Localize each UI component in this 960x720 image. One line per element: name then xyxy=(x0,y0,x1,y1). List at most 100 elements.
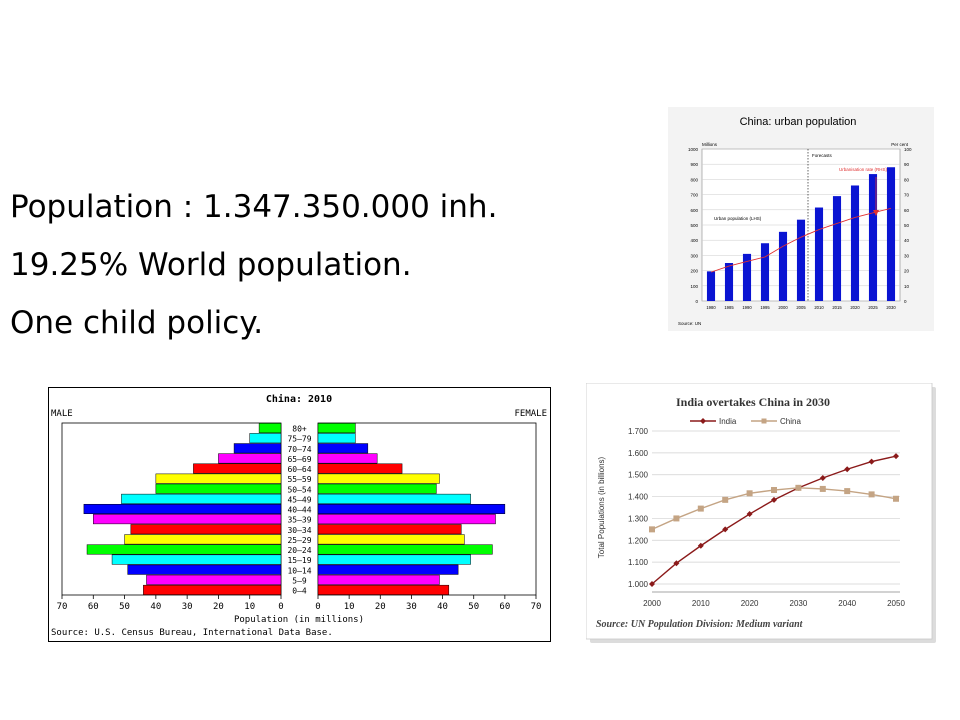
y-right-tick-label: 30 xyxy=(904,253,910,258)
female-x-tick-label: 50 xyxy=(468,602,479,612)
female-bar-40–44 xyxy=(317,503,506,515)
x-tick-label: 2020 xyxy=(850,305,860,310)
male-x-tick-label: 50 xyxy=(119,602,130,612)
y-axis-label: Millions xyxy=(702,142,718,147)
point-china xyxy=(697,505,704,512)
female-bar-50–54 xyxy=(317,483,437,494)
y-right-tick-label: 100 xyxy=(904,147,912,152)
y-tick-label: 1.000 xyxy=(628,580,649,589)
bar-2005 xyxy=(796,219,806,301)
slide-body-text: Population : 1.347.350.000 inh. 19.25% W… xyxy=(10,178,497,352)
y-tick-label: 0 xyxy=(695,299,698,304)
y-tick-label: 1.400 xyxy=(628,493,649,502)
y-right-tick-label: 0 xyxy=(904,299,907,304)
world-share-line: 19.25% World population. xyxy=(10,247,412,283)
y-right-tick-label: 90 xyxy=(904,162,910,167)
y-right-tick-label: 80 xyxy=(904,177,910,182)
y-tick-label: 1.500 xyxy=(628,471,649,480)
female-bar-80+ xyxy=(317,423,356,434)
female-bar-10–14 xyxy=(317,564,459,575)
chart-frame xyxy=(586,383,933,640)
female-bar-75–79 xyxy=(317,433,356,444)
y-right-tick-label: 60 xyxy=(904,208,910,213)
bar-1990 xyxy=(742,253,752,301)
female-bar-15–19 xyxy=(317,554,471,565)
age-label: 0–4 xyxy=(292,587,307,596)
x-axis-label: Population (in millions) xyxy=(234,615,364,625)
female-bar-60–64 xyxy=(317,463,403,474)
female-label: FEMALE xyxy=(514,409,547,419)
male-x-tick-label: 30 xyxy=(182,602,193,612)
y-tick-label: 500 xyxy=(690,223,698,228)
age-label: 75–79 xyxy=(287,435,311,444)
x-tick-label: 2000 xyxy=(643,599,661,608)
age-label: 40–44 xyxy=(287,506,311,515)
male-bar-5–9 xyxy=(146,574,282,585)
y-right-tick-label: 40 xyxy=(904,238,910,243)
male-bar-50–54 xyxy=(155,483,282,494)
male-bar-80+ xyxy=(258,423,282,434)
age-label: 35–39 xyxy=(287,516,311,525)
y-right-axis-label: Per cent xyxy=(891,142,909,147)
x-tick-label: 1985 xyxy=(724,305,734,310)
point-india xyxy=(673,560,680,567)
y-tick-label: 1.700 xyxy=(628,427,649,436)
male-bar-25–29 xyxy=(124,534,282,545)
bar-2030 xyxy=(886,167,896,301)
point-china xyxy=(722,496,729,503)
bar-2020 xyxy=(850,185,860,301)
female-bar-30–34 xyxy=(317,524,462,535)
point-india xyxy=(697,542,704,549)
male-x-tick-label: 40 xyxy=(150,602,161,612)
point-china xyxy=(795,484,802,491)
chart-source: Source: UN Population Division: Medium v… xyxy=(596,619,804,630)
male-bar-0–4 xyxy=(143,584,282,595)
series-label-urban-population: Urban population (LHS) xyxy=(714,216,762,221)
y-tick-label: 600 xyxy=(690,208,698,213)
x-tick-label: 2030 xyxy=(886,305,896,310)
point-india xyxy=(844,466,851,473)
age-label: 55–59 xyxy=(287,475,311,484)
chart-title: China: urban population xyxy=(740,116,857,128)
y-tick-label: 400 xyxy=(690,238,698,243)
x-tick-label: 1995 xyxy=(760,305,770,310)
y-right-tick-label: 70 xyxy=(904,193,910,198)
male-label: MALE xyxy=(51,409,73,419)
male-bar-20–24 xyxy=(86,544,282,555)
point-china xyxy=(868,491,875,498)
y-right-tick-label: 10 xyxy=(904,284,910,289)
male-bar-60–64 xyxy=(193,463,282,474)
x-tick-label: 2010 xyxy=(692,599,710,608)
point-china xyxy=(893,495,899,502)
point-china xyxy=(746,490,753,497)
point-china xyxy=(673,515,680,522)
male-bar-30–34 xyxy=(130,524,282,535)
female-bar-55–59 xyxy=(317,473,440,484)
male-x-tick-label: 20 xyxy=(213,602,224,612)
forecast-label: Forecasts xyxy=(812,153,833,158)
series-label-urbanisation-rate: Urbanisation rate (RHS) xyxy=(839,167,888,172)
age-label: 30–34 xyxy=(287,526,311,535)
population-pyramid-chart: China: 2010 MALE FEMALE 0–4 5–910–1415–1920–… xyxy=(48,387,551,642)
x-tick-label: 2030 xyxy=(790,599,808,608)
male-x-tick-label: 0 xyxy=(278,602,283,612)
female-x-tick-label: 60 xyxy=(499,602,510,612)
point-china xyxy=(819,485,826,492)
age-label: 45–49 xyxy=(287,495,311,504)
female-x-tick-label: 30 xyxy=(406,602,417,612)
x-tick-label: 2015 xyxy=(832,305,842,310)
male-bar-45–49 xyxy=(121,493,282,504)
urbanisation-rate-line xyxy=(710,207,892,273)
chart-source: Source: U.S. Census Bureau, Internationa… xyxy=(51,628,333,638)
male-x-tick-label: 10 xyxy=(244,602,255,612)
legend-marker xyxy=(700,418,706,424)
x-tick-label: 2025 xyxy=(868,305,878,310)
age-label: 60–64 xyxy=(287,465,311,474)
age-label: 70–74 xyxy=(287,445,311,454)
y-tick-label: 1.200 xyxy=(628,536,649,545)
age-label: 15–19 xyxy=(287,556,311,565)
female-bar-45–49 xyxy=(317,493,471,504)
y-tick-label: 1000 xyxy=(688,147,699,152)
age-label: 65–69 xyxy=(287,455,311,464)
male-bar-55–59 xyxy=(155,473,282,484)
